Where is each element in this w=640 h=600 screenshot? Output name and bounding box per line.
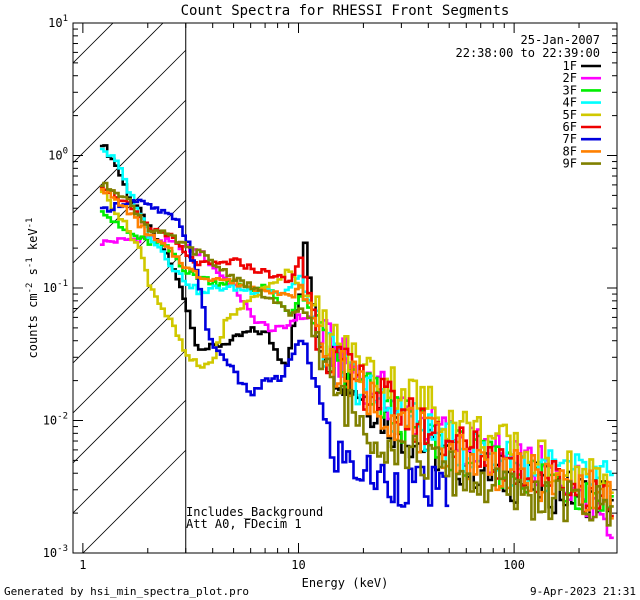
y-tick-label: 10-2 bbox=[43, 412, 68, 428]
hatch-line bbox=[73, 299, 187, 414]
legend-label-5F: 5F bbox=[563, 108, 577, 122]
hatch-line bbox=[73, 0, 186, 13]
annotation-attenuator: Att A0, FDecim 1 bbox=[186, 517, 302, 531]
hatch-line bbox=[73, 249, 187, 364]
series-line-9F bbox=[99, 181, 614, 527]
legend-label-6F: 6F bbox=[563, 120, 577, 134]
annotation-background: Includes_Background bbox=[186, 505, 323, 519]
y-tick-label: 10-1 bbox=[43, 279, 68, 295]
chart-title: Count Spectra for RHESSI Front Segments bbox=[181, 3, 510, 19]
hatch-line bbox=[82, 449, 187, 553]
time-range-label: 22:38:00 to 22:39:00 bbox=[456, 46, 601, 60]
y-axis-label: counts cm-2 s-1 keV-1 bbox=[25, 218, 40, 359]
y-tick-label: 101 bbox=[48, 14, 68, 30]
legend-label-7F: 7F bbox=[563, 132, 577, 146]
date-label: 25-Jan-2007 bbox=[521, 33, 600, 47]
excluded-region-hatch bbox=[73, 0, 187, 553]
legend-label-3F: 3F bbox=[563, 83, 577, 97]
legend-label-8F: 8F bbox=[563, 144, 577, 158]
hatch-line bbox=[73, 399, 187, 514]
legend-label-4F: 4F bbox=[563, 96, 577, 110]
x-tick-label: 100 bbox=[503, 558, 525, 572]
y-tick-label: 100 bbox=[48, 147, 68, 163]
footer-date: 9-Apr-2023 21:31 bbox=[530, 585, 636, 598]
legend-label-9F: 9F bbox=[563, 157, 577, 171]
x-tick-label: 10 bbox=[291, 558, 305, 572]
x-axis-label: Energy (keV) bbox=[302, 576, 389, 590]
y-tick-label: 10-3 bbox=[43, 544, 68, 560]
footer-generated: Generated by hsi_min_spectra_plot.pro bbox=[4, 585, 249, 598]
hatch-line bbox=[73, 23, 164, 114]
legend-label-2F: 2F bbox=[563, 71, 577, 85]
hatch-line bbox=[73, 199, 187, 314]
hatch-line bbox=[73, 49, 187, 164]
hatch-line bbox=[73, 99, 187, 214]
legend-label-1F: 1F bbox=[563, 59, 577, 73]
x-tick-label: 1 bbox=[79, 558, 86, 572]
series-line-7F bbox=[99, 198, 450, 508]
series-lines bbox=[99, 144, 614, 540]
hatch-line bbox=[73, 349, 187, 464]
series-line-4F bbox=[99, 147, 614, 493]
hatch-line bbox=[73, 23, 114, 64]
axis-ticks: 1 10 100 10-3 10-2 10-1 100 101 bbox=[43, 14, 618, 572]
